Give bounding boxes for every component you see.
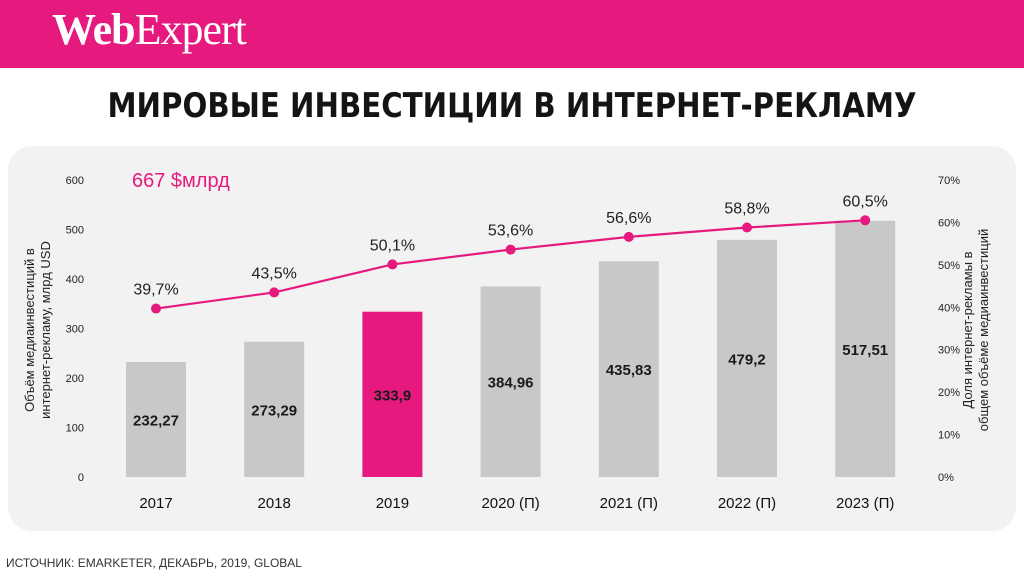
x-tick-label: 2022 (П) xyxy=(718,495,776,512)
brand-logo-regular: Expert xyxy=(134,5,247,54)
bar xyxy=(480,286,541,477)
bar-value-label: 232,27 xyxy=(133,413,179,430)
bar xyxy=(126,362,186,477)
bar xyxy=(244,341,305,477)
line-point xyxy=(860,215,871,226)
y2-axis-title: Доля интернет-рекламы вобщем объёме меди… xyxy=(960,229,991,431)
y-tick-label: 300 xyxy=(66,324,84,336)
y-tick-label: 500 xyxy=(66,225,84,237)
line-value-label: 60,5% xyxy=(843,193,888,210)
line-point xyxy=(151,303,161,314)
y2-tick-label: 50% xyxy=(938,260,960,272)
line-point xyxy=(505,244,516,255)
y2-tick-label: 40% xyxy=(938,302,960,314)
x-tick-label: 2019 xyxy=(376,495,409,512)
header-bar: WebExpert xyxy=(0,0,1024,68)
total-annotation: 667 $млрд xyxy=(132,170,230,192)
y-tick-label: 0 xyxy=(78,472,84,484)
x-tick-label: 2020 (П) xyxy=(481,495,539,512)
bar-value-label: 333,9 xyxy=(374,387,412,404)
line-point xyxy=(387,259,398,270)
line-point xyxy=(623,231,634,242)
x-tick-label: 2023 (П) xyxy=(836,495,894,512)
bar xyxy=(717,239,777,477)
bar-value-label: 273,29 xyxy=(251,402,297,419)
bar-value-label: 517,51 xyxy=(842,342,888,359)
y2-tick-label: 20% xyxy=(938,387,960,399)
bar-value-label: 384,96 xyxy=(488,375,534,392)
y-tick-label: 400 xyxy=(66,274,84,286)
y2-tick-label: 70% xyxy=(938,175,960,187)
line-point xyxy=(269,287,280,298)
y2-tick-label: 0% xyxy=(938,472,954,484)
bar-value-label: 435,83 xyxy=(606,362,652,379)
bar xyxy=(362,311,423,477)
y-tick-label: 100 xyxy=(66,423,84,435)
line-value-label: 56,6% xyxy=(606,210,651,227)
brand-logo: WebExpert xyxy=(52,4,247,55)
bar xyxy=(835,220,896,477)
brand-logo-bold: Web xyxy=(52,5,136,54)
y2-tick-label: 10% xyxy=(938,430,960,442)
x-tick-label: 2018 xyxy=(258,495,291,512)
bar xyxy=(598,261,659,477)
line-value-label: 50,1% xyxy=(370,237,415,254)
line-value-label: 58,8% xyxy=(724,201,769,218)
y2-tick-label: 60% xyxy=(938,217,960,229)
y-tick-label: 200 xyxy=(66,373,84,385)
source-note: Источник: eMarketer, Декабрь, 2019, glob… xyxy=(6,556,302,570)
x-tick-label: 2017 xyxy=(139,495,172,512)
line-value-label: 39,7% xyxy=(133,282,178,299)
y2-tick-label: 30% xyxy=(938,345,960,357)
line-value-label: 53,6% xyxy=(488,223,533,240)
line-point xyxy=(742,222,752,233)
line-value-label: 43,5% xyxy=(252,265,297,282)
y-axis-title: Объём медиаинвестиций винтернет-рекламу,… xyxy=(22,241,53,419)
x-tick-label: 2021 (П) xyxy=(600,495,658,512)
y-tick-label: 600 xyxy=(66,175,84,187)
bar-value-label: 479,2 xyxy=(728,351,766,368)
page-title: МИРОВЫЕ ИНВЕСТИЦИИ В ИНТЕРНЕТ-РЕКЛАМУ xyxy=(107,86,917,126)
